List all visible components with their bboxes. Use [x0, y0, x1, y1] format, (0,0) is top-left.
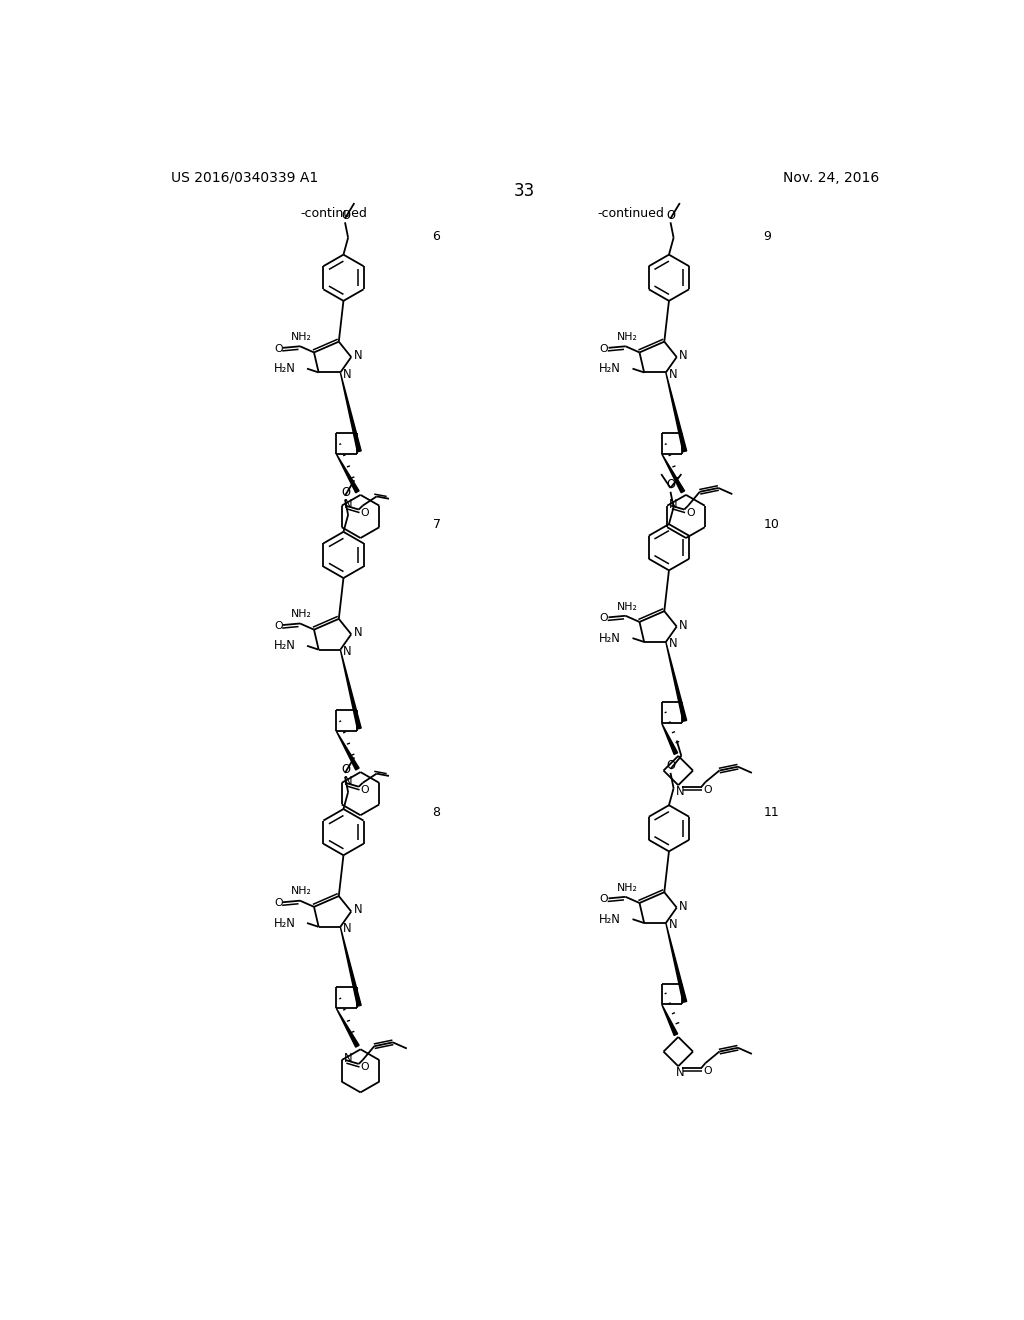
Text: O: O — [360, 508, 370, 517]
Text: O: O — [599, 612, 608, 623]
Text: NH₂: NH₂ — [291, 333, 312, 342]
Text: 10: 10 — [764, 517, 779, 531]
Text: H₂N: H₂N — [273, 639, 295, 652]
Text: O: O — [341, 486, 350, 499]
Text: N: N — [354, 626, 362, 639]
Text: US 2016/0340339 A1: US 2016/0340339 A1 — [171, 170, 317, 185]
Polygon shape — [340, 927, 361, 1006]
Text: N: N — [354, 903, 362, 916]
Text: O: O — [360, 785, 370, 795]
Text: H₂N: H₂N — [273, 916, 295, 929]
Polygon shape — [666, 923, 687, 1002]
Text: N: N — [676, 785, 684, 797]
Polygon shape — [336, 454, 359, 492]
Text: O: O — [667, 209, 676, 222]
Text: Nov. 24, 2016: Nov. 24, 2016 — [782, 170, 879, 185]
Text: 6: 6 — [432, 231, 440, 243]
Text: H₂N: H₂N — [599, 912, 621, 925]
Text: N: N — [679, 899, 688, 912]
Text: N: N — [669, 917, 677, 931]
Text: 9: 9 — [764, 231, 771, 243]
Text: -continued: -continued — [597, 207, 664, 220]
Text: O: O — [667, 478, 676, 491]
Text: O: O — [686, 508, 694, 517]
Text: O: O — [274, 343, 283, 354]
Text: N: N — [343, 644, 351, 657]
Text: N: N — [344, 775, 352, 788]
Text: O: O — [667, 759, 676, 772]
Text: N: N — [343, 367, 351, 380]
Text: N: N — [679, 619, 688, 631]
Polygon shape — [340, 649, 361, 729]
Text: H₂N: H₂N — [273, 362, 295, 375]
Text: H₂N: H₂N — [599, 631, 621, 644]
Text: N: N — [354, 348, 362, 362]
Text: O: O — [341, 209, 350, 222]
Polygon shape — [662, 1005, 678, 1035]
Polygon shape — [666, 642, 687, 721]
Text: O: O — [703, 785, 712, 795]
Text: O: O — [703, 1065, 712, 1076]
Text: 8: 8 — [432, 807, 440, 820]
Text: 7: 7 — [432, 517, 440, 531]
Text: O: O — [599, 343, 608, 354]
Text: NH₂: NH₂ — [291, 610, 312, 619]
Text: N: N — [669, 638, 677, 649]
Text: NH₂: NH₂ — [616, 883, 638, 892]
Text: O: O — [274, 898, 283, 908]
Text: NH₂: NH₂ — [291, 887, 312, 896]
Text: H₂N: H₂N — [599, 362, 621, 375]
Text: O: O — [599, 894, 608, 904]
Polygon shape — [662, 454, 685, 492]
Text: N: N — [679, 348, 688, 362]
Text: NH₂: NH₂ — [616, 602, 638, 611]
Polygon shape — [666, 372, 687, 451]
Text: N: N — [344, 498, 352, 511]
Polygon shape — [662, 723, 678, 755]
Text: -continued: -continued — [300, 207, 367, 220]
Text: NH₂: NH₂ — [616, 333, 638, 342]
Text: N: N — [676, 1065, 684, 1078]
Polygon shape — [336, 1008, 359, 1047]
Text: N: N — [343, 921, 351, 935]
Text: N: N — [344, 1052, 352, 1065]
Polygon shape — [336, 731, 359, 770]
Text: O: O — [341, 763, 350, 776]
Text: 33: 33 — [514, 182, 536, 199]
Text: N: N — [669, 367, 677, 380]
Polygon shape — [340, 372, 361, 451]
Text: 11: 11 — [764, 807, 779, 820]
Text: O: O — [360, 1063, 370, 1072]
Text: O: O — [274, 620, 283, 631]
Text: N: N — [669, 498, 678, 511]
